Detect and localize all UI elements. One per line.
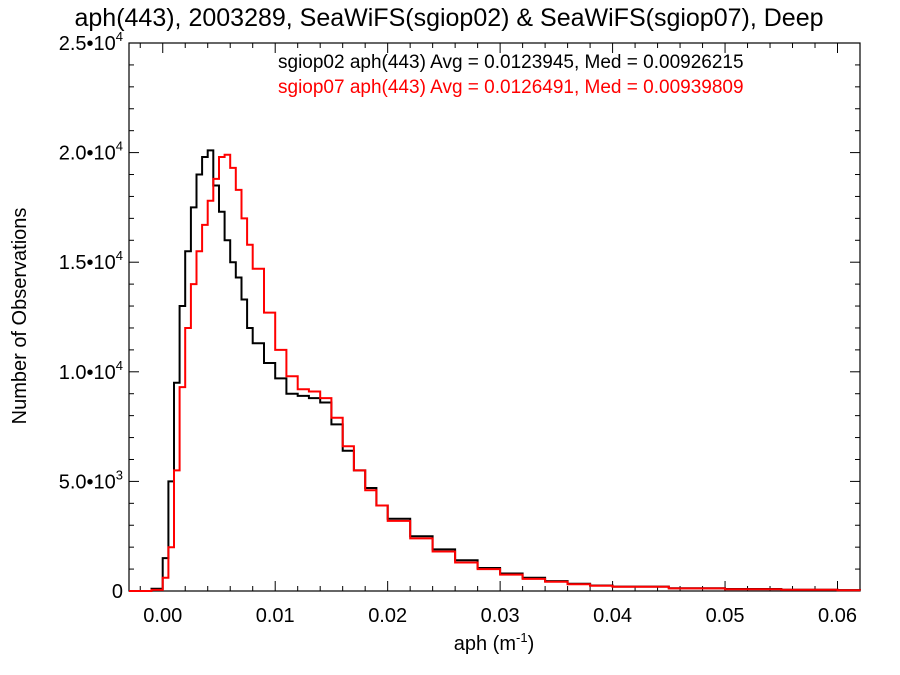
- legend-entry-1: sgiop02 aph(443) Avg = 0.0123945, Med = …: [278, 52, 744, 73]
- plot-frame: [128, 42, 861, 592]
- y-tick-label: 2.5•104: [59, 29, 123, 55]
- y-tick-label: 1.0•104: [59, 358, 123, 384]
- x-tick-label: 0.02: [368, 605, 407, 627]
- y-tick-label: 2.0•104: [59, 139, 123, 165]
- legend-entry-2: sgiop07 aph(443) Avg = 0.0126491, Med = …: [278, 77, 744, 98]
- series-line-2: [129, 153, 861, 592]
- x-tick-label: 0.05: [706, 605, 745, 627]
- x-axis-label: aph (m-1): [454, 630, 534, 655]
- y-tick-label: 0: [112, 581, 123, 603]
- y-tick-label: 5.0•103: [59, 467, 123, 493]
- chart-title: aph(443), 2003289, SeaWiFS(sgiop02) & Se…: [74, 4, 823, 32]
- x-tick-label: 0.03: [481, 605, 520, 627]
- x-tick-label: 0.01: [256, 605, 295, 627]
- y-tick-label: 1.5•104: [59, 248, 123, 274]
- x-tick-label: 0.00: [143, 605, 182, 627]
- plot-area: 0.00 0.01 0.02 0.03 0.04 0.05 0.06 0 5.0•103 1.0•…: [59, 29, 861, 627]
- x-tick-label: 0.04: [593, 605, 632, 627]
- series-line-1: [129, 149, 861, 592]
- y-axis-label: Number of Observations: [9, 208, 31, 425]
- x-tick-label: 0.06: [818, 605, 857, 627]
